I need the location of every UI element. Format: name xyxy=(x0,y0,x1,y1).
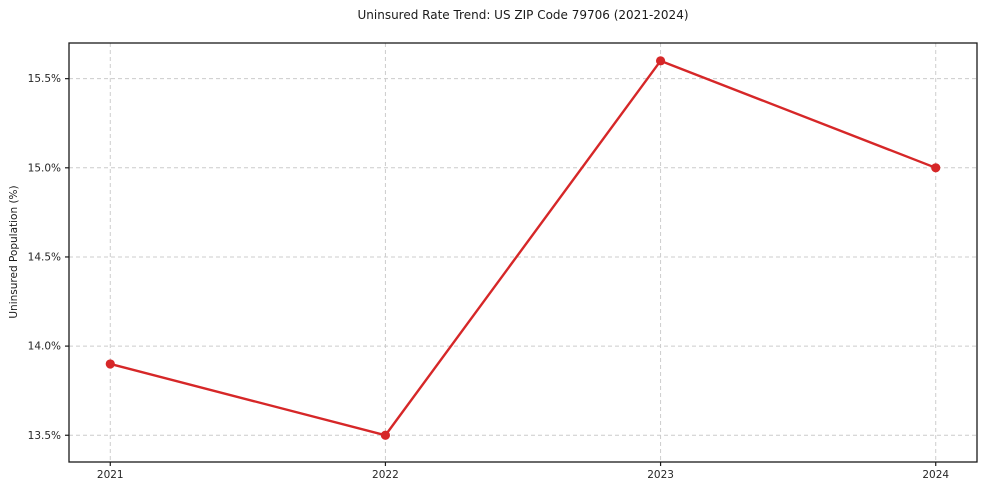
trend-line xyxy=(109,59,937,437)
data-point xyxy=(105,359,115,369)
data-point xyxy=(380,430,391,440)
x-tick-label: 2021 xyxy=(97,469,124,481)
y-tick-label: 14.5% xyxy=(28,251,61,263)
y-tick-label: 15.5% xyxy=(28,73,61,85)
y-tick-label: 14.0% xyxy=(28,341,61,353)
data-point xyxy=(931,163,941,173)
plot-border xyxy=(68,42,978,463)
chart-title: Uninsured Rate Trend: US ZIP Code 79706 … xyxy=(357,8,689,22)
y-tick-label: 13.5% xyxy=(28,430,61,442)
x-tick-label: 2024 xyxy=(922,469,949,481)
x-tick-label: 2023 xyxy=(647,469,674,481)
x-tick-label: 2022 xyxy=(372,469,399,481)
y-tick-label: 15.0% xyxy=(28,162,61,174)
data-point xyxy=(655,56,666,66)
